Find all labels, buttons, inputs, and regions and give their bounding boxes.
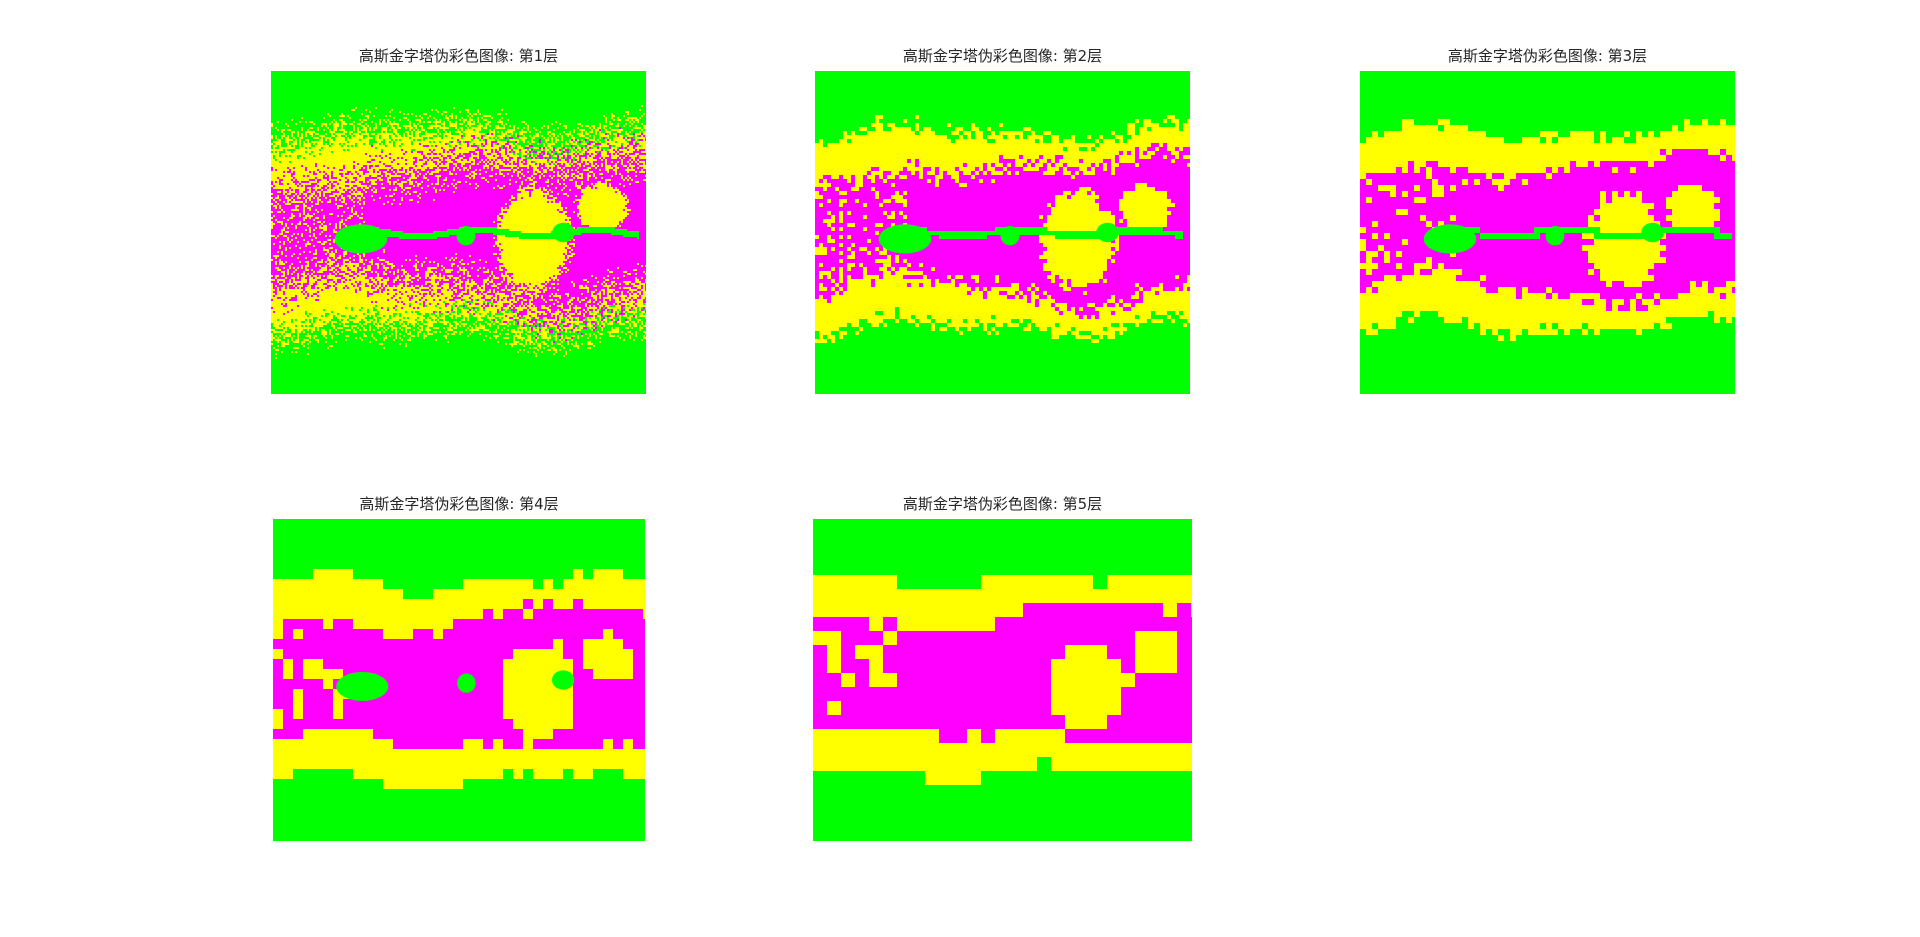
subplot-level-1: 高斯金字塔伪彩色图像: 第1层 xyxy=(271,47,646,394)
yellow-region xyxy=(271,105,646,359)
subplot-level-2: 高斯金字塔伪彩色图像: 第2层 xyxy=(815,47,1190,394)
subplot-title: 高斯金字塔伪彩色图像: 第1层 xyxy=(358,47,559,65)
magenta-region xyxy=(813,603,1192,743)
green-feature-2 xyxy=(457,673,476,693)
subplot-title: 高斯金字塔伪彩色图像: 第2层 xyxy=(902,47,1103,65)
magenta-region xyxy=(815,143,1190,319)
green-feature-1 xyxy=(336,671,389,701)
green-feature-3 xyxy=(1096,222,1119,243)
magenta-region xyxy=(273,599,645,749)
subplot-title: 高斯金字塔伪彩色图像: 第3层 xyxy=(1447,47,1648,65)
yellow-region xyxy=(273,569,645,789)
magenta-region xyxy=(1360,149,1735,311)
pseudocolor-image-level-5 xyxy=(813,519,1192,841)
pseudocolor-image-level-2 xyxy=(815,71,1190,394)
subplot-level-3: 高斯金字塔伪彩色图像: 第3层 xyxy=(1360,47,1735,394)
green-feature-3 xyxy=(552,222,575,243)
pseudocolor-image-level-1 xyxy=(271,71,646,394)
green-feature-1 xyxy=(878,224,932,254)
green-feature-3 xyxy=(552,670,575,690)
pseudocolor-image-level-3 xyxy=(1360,71,1735,394)
yellow-region xyxy=(813,575,1192,785)
green-feature-3 xyxy=(1641,222,1664,243)
green-feature-2 xyxy=(1545,226,1565,246)
pseudocolor-image-level-4 xyxy=(273,519,645,841)
subplot-level-4: 高斯金字塔伪彩色图像: 第4层 xyxy=(273,495,645,841)
green-feature-1 xyxy=(334,224,388,254)
green-feature-2 xyxy=(456,226,476,246)
green-feature-2 xyxy=(1000,226,1020,246)
subplot-level-5: 高斯金字塔伪彩色图像: 第5层 xyxy=(813,495,1192,841)
yellow-region xyxy=(1360,119,1735,341)
green-feature-1 xyxy=(1423,224,1477,254)
subplot-title: 高斯金字塔伪彩色图像: 第4层 xyxy=(359,495,559,513)
subplot-title: 高斯金字塔伪彩色图像: 第5层 xyxy=(902,495,1103,513)
